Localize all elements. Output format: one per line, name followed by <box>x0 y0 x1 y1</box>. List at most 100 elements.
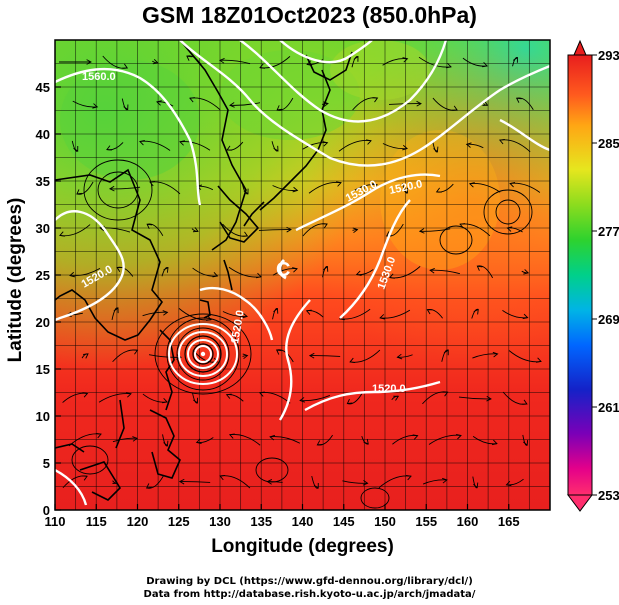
streamline-arrow <box>139 139 145 146</box>
streamline-arrow <box>521 399 528 405</box>
credit-drawing: Drawing by DCL (https://www.gfd-dennou.o… <box>146 576 473 587</box>
streamline-arrow <box>179 140 185 146</box>
streamline-arrow <box>149 181 156 187</box>
y-tick-label: 30 <box>36 221 50 236</box>
streamline-arrow <box>372 97 379 103</box>
streamline-arrow <box>269 434 276 441</box>
colorbar-tick-label: 285 <box>598 136 619 151</box>
contour-label: 1520.0 <box>372 383 406 395</box>
x-tick-label: 145 <box>333 514 355 529</box>
streamline <box>382 143 408 150</box>
streamline-arrow <box>189 97 195 103</box>
streamline <box>69 268 101 277</box>
x-tick-label: 130 <box>209 514 231 529</box>
streamline-arrow <box>482 100 489 106</box>
streamline-arrow <box>299 397 305 403</box>
low-center-marker: C <box>276 259 290 281</box>
streamline-arrow <box>372 183 378 189</box>
streamline-arrow <box>405 475 412 481</box>
grid <box>55 40 550 510</box>
streamline-arrow <box>82 353 89 359</box>
streamline-arrow <box>316 440 323 446</box>
height-contours <box>55 40 550 506</box>
contour-label: 1560.0 <box>82 71 116 83</box>
streamline <box>222 311 248 318</box>
streamline-arrow <box>402 57 409 63</box>
streamline-arrow <box>442 391 449 397</box>
streamline-arrow <box>59 231 65 237</box>
streamline-arrow <box>276 105 283 111</box>
streamline-arrow <box>116 266 123 272</box>
streamline-arrow <box>73 146 79 152</box>
streamline-arrow <box>242 353 249 360</box>
streamline-arrow <box>433 146 439 153</box>
streamline-arrow <box>163 266 169 273</box>
streamline-arrow <box>92 103 99 109</box>
streamline-arrow <box>228 433 235 439</box>
streamline-arrow <box>113 307 119 314</box>
y-tick-label: 0 <box>43 503 50 518</box>
streamline-arrow <box>512 56 518 63</box>
y-tick-label: 20 <box>36 315 50 330</box>
streamline-arrow <box>322 141 329 147</box>
streamline-arrow <box>308 352 315 359</box>
x-tick-label: 120 <box>127 514 149 529</box>
y-tick-label: 35 <box>36 174 50 189</box>
streamline-arrow <box>186 55 192 61</box>
streamline-arrow <box>509 182 516 188</box>
streamline-arrow <box>491 439 498 446</box>
colorbar-bottom-triangle <box>567 494 593 512</box>
streamline-arrow <box>313 482 319 489</box>
streamline-arrow <box>132 436 138 442</box>
streamline-arrow <box>429 267 435 274</box>
streamline-arrow <box>156 100 162 106</box>
streamline-arrow <box>515 97 522 103</box>
credit-data-source: Data from http://database.rish.kyoto-u.a… <box>143 589 476 600</box>
colorbar: 293 285 277 269 261 253 <box>567 39 619 512</box>
streamline-arrow <box>523 269 530 275</box>
streamline-arrow <box>275 349 282 355</box>
streamline-arrow <box>365 139 372 145</box>
streamline-arrow <box>225 393 232 399</box>
streamline <box>272 185 298 192</box>
streamline <box>267 481 283 483</box>
streamline-arrow <box>286 226 292 233</box>
streamline-arrow <box>426 309 433 315</box>
x-tick-label: 165 <box>498 514 520 529</box>
streamline-arrow <box>362 480 369 486</box>
streamline-arrow <box>535 357 542 363</box>
colorbar-tick-label: 261 <box>598 400 619 415</box>
streamline-arrow <box>106 145 112 151</box>
streamline <box>98 393 132 403</box>
streamline-arrow <box>163 440 169 447</box>
streamline-arrow <box>443 349 449 356</box>
y-tick-label: 10 <box>36 409 50 424</box>
streamline-arrow <box>403 187 409 194</box>
x-tick-label: 155 <box>415 514 437 529</box>
streamline-arrow <box>242 312 248 319</box>
streamline-arrow <box>363 438 369 445</box>
streamline-arrow <box>498 139 505 145</box>
streamline-arrow <box>323 101 329 107</box>
streamline <box>380 309 411 319</box>
contour-label: 1520.0 <box>229 309 247 344</box>
streamline-arrow <box>146 223 153 229</box>
x-axis-title: Longitude (degrees) <box>211 536 394 557</box>
streamline-arrow <box>522 440 529 446</box>
streamline-arrow <box>353 55 359 62</box>
streamline-arrow <box>69 271 75 278</box>
typhoon-center-dot <box>200 351 206 357</box>
colorbar-tick-label: 277 <box>598 224 619 239</box>
y-axis-title: Latitude (degrees) <box>5 197 26 363</box>
x-axis: 110 115 120 125 130 135 140 145 150 155 160 165 <box>45 504 520 529</box>
x-tick-label: 150 <box>374 514 396 529</box>
streamline-arrow <box>108 185 115 192</box>
streamline-arrow <box>266 479 273 485</box>
streamline-arrow <box>465 142 472 148</box>
streamline-arrow <box>123 104 129 111</box>
streamline-arrow <box>205 315 212 321</box>
streamline-arrow <box>396 353 403 360</box>
streamline-arrow <box>132 349 139 355</box>
streamline-arrow <box>212 272 219 278</box>
